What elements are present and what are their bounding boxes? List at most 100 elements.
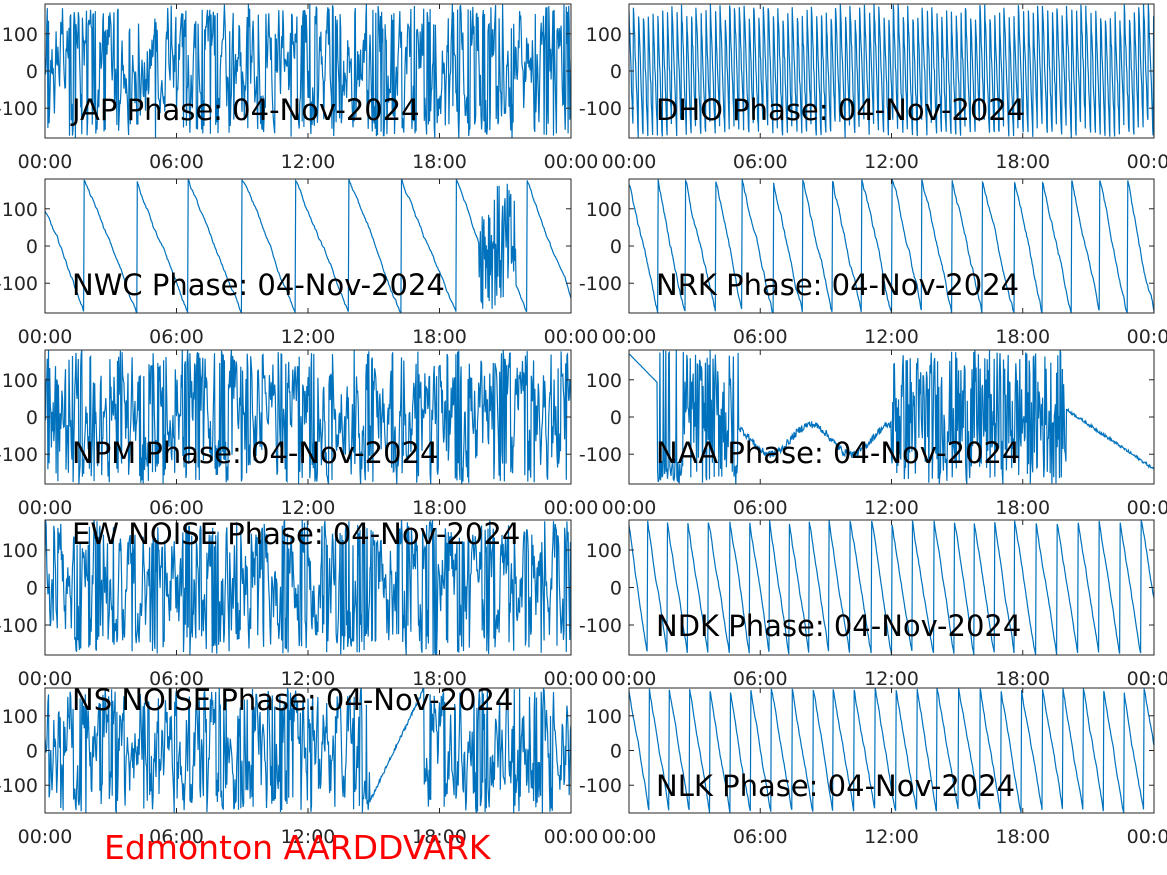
x-tick-label: 18:00: [412, 326, 467, 348]
x-tick-label: 12:00: [281, 668, 336, 690]
phase-panel-4: 100 0 -100 00:00 06:00 12:00 18:00 00:00 NPM Pha…: [0, 349, 599, 519]
panel-title: EW NOISE Phase: 04-Nov-2024: [72, 517, 520, 551]
x-tick-label: 18:00: [412, 151, 467, 173]
x-tick-label: 00:00: [544, 826, 599, 848]
x-tick-label: 12:00: [864, 326, 919, 348]
x-tick-label: 00:00: [1127, 826, 1167, 848]
x-tick-label: 18:00: [995, 151, 1050, 173]
phase-series-line: [45, 179, 571, 313]
phase-series-line: [629, 4, 1154, 138]
y-tick-label: 0: [610, 741, 622, 763]
y-tick-label: 100: [586, 370, 622, 392]
phase-series-line: [629, 688, 1154, 813]
y-tick-label: 100: [2, 540, 38, 562]
x-tick-label: 18:00: [412, 826, 467, 848]
panel-title: NWC Phase: 04-Nov-2024: [72, 268, 445, 302]
x-tick-label: 00:00: [1127, 326, 1167, 348]
x-tick-label: 00:00: [602, 497, 657, 519]
panel-title: NRK Phase: 04-Nov-2024: [656, 268, 1019, 302]
y-tick-label: 100: [2, 199, 38, 221]
phase-panel-9: 100 0 -100 00:00 06:00 12:00 18:00 00:00 NLK Pha…: [579, 687, 1167, 848]
y-tick-label: 100: [2, 24, 38, 46]
y-tick-label: 100: [2, 706, 38, 728]
panel-title: NDK Phase: 04-Nov-2024: [656, 609, 1021, 643]
x-tick-label: 06:00: [149, 151, 204, 173]
x-tick-label: 00:00: [544, 151, 599, 173]
phase-panel-8: 100 0 -100 00:00 06:00 12:00 18:00 00:00 NS NOIS…: [0, 683, 598, 848]
y-tick-label: 100: [586, 24, 622, 46]
phase-series-line: [45, 350, 571, 484]
y-tick-label: 0: [26, 578, 38, 600]
x-tick-label: 00:00: [602, 151, 657, 173]
phase-panel-6: 100 0 -100 00:00 06:00 12:00 18:00 00:00 EW NOIS…: [0, 517, 598, 690]
phase-series-line: [629, 350, 1154, 484]
x-tick-label: 00:00: [18, 668, 73, 690]
y-tick-label: -100: [0, 273, 38, 295]
x-tick-label: 00:00: [18, 151, 73, 173]
phase-panel-7: 100 0 -100 00:00 06:00 12:00 18:00 00:00 NDK Pha…: [579, 519, 1167, 690]
panel-title: NLK Phase: 04-Nov-2024: [656, 769, 1015, 803]
x-tick-label: 12:00: [864, 497, 919, 519]
y-tick-label: -100: [579, 98, 622, 120]
y-tick-label: -100: [0, 444, 38, 466]
x-tick-label: 00:00: [1127, 497, 1167, 519]
y-tick-label: 100: [586, 199, 622, 221]
y-tick-label: 0: [26, 407, 38, 429]
x-tick-label: 12:00: [281, 497, 336, 519]
x-tick-label: 06:00: [149, 497, 204, 519]
x-tick-label: 06:00: [733, 668, 788, 690]
y-tick-label: 100: [586, 540, 622, 562]
panel-title: DHO Phase: 04-Nov-2024: [656, 93, 1025, 127]
x-tick-label: 00:00: [602, 326, 657, 348]
y-tick-label: 0: [610, 407, 622, 429]
x-tick-label: 12:00: [864, 668, 919, 690]
x-tick-label: 00:00: [544, 497, 599, 519]
panel-title: NPM Phase: 04-Nov-2024: [72, 436, 438, 470]
x-tick-label: 00:00: [602, 826, 657, 848]
x-tick-label: 00:00: [544, 668, 599, 690]
x-tick-label: 12:00: [281, 826, 336, 848]
x-tick-label: 18:00: [412, 497, 467, 519]
y-tick-label: -100: [579, 273, 622, 295]
x-tick-label: 00:00: [18, 497, 73, 519]
x-tick-label: 06:00: [733, 826, 788, 848]
y-tick-label: -100: [0, 98, 38, 120]
x-tick-label: 00:00: [544, 326, 599, 348]
x-tick-label: 12:00: [864, 151, 919, 173]
panel-title: NS NOISE Phase: 04-Nov-2024: [72, 683, 513, 717]
x-tick-label: 06:00: [149, 826, 204, 848]
phase-panel-1: 100 0 -100 00:00 06:00 12:00 18:00 00:00 DHO Pha…: [579, 3, 1167, 173]
phase-panel-3: 100 0 -100 00:00 06:00 12:00 18:00 00:00 NRK Pha…: [579, 178, 1167, 348]
y-tick-label: 100: [586, 706, 622, 728]
y-tick-label: 0: [26, 741, 38, 763]
phase-panel-2: 100 0 -100 00:00 06:00 12:00 18:00 00:00 NWC Pha…: [0, 178, 599, 348]
y-tick-label: 0: [26, 61, 38, 83]
x-tick-label: 18:00: [995, 326, 1050, 348]
x-tick-label: 18:00: [995, 826, 1050, 848]
y-tick-label: 0: [610, 61, 622, 83]
phase-series-line: [45, 4, 571, 138]
x-tick-label: 00:00: [602, 668, 657, 690]
x-tick-label: 12:00: [281, 151, 336, 173]
x-tick-label: 00:00: [1127, 151, 1167, 173]
x-tick-label: 06:00: [733, 151, 788, 173]
phase-panel-0: 100 0 -100 00:00 06:00 12:00 18:00 00:00 JAP Pha…: [0, 3, 599, 173]
x-tick-label: 18:00: [995, 668, 1050, 690]
y-tick-label: -100: [0, 615, 38, 637]
y-tick-label: 0: [610, 578, 622, 600]
y-tick-label: 0: [610, 236, 622, 258]
x-tick-label: 06:00: [149, 668, 204, 690]
x-tick-label: 18:00: [995, 497, 1050, 519]
x-tick-label: 06:00: [149, 326, 204, 348]
x-tick-label: 00:00: [18, 326, 73, 348]
panel-title: JAP Phase: 04-Nov-2024: [70, 93, 420, 127]
phase-series-line: [45, 520, 571, 655]
x-tick-label: 12:00: [864, 826, 919, 848]
phase-panel-5: 100 0 -100 00:00 06:00 12:00 18:00 00:00 NAA Pha…: [579, 349, 1167, 519]
x-tick-label: 06:00: [733, 497, 788, 519]
phase-series-line: [45, 688, 571, 813]
y-tick-label: -100: [579, 615, 622, 637]
y-tick-label: 0: [26, 236, 38, 258]
y-tick-label: -100: [579, 775, 622, 797]
